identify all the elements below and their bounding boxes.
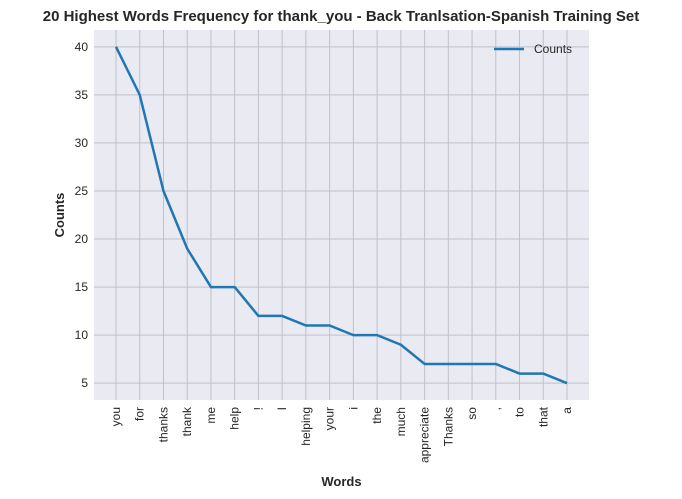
x-tick-label: so — [465, 407, 479, 420]
x-tick-label: that — [536, 406, 550, 427]
x-tick-label: appreciate — [418, 407, 432, 463]
legend-label: Counts — [534, 42, 572, 56]
y-tick-label: 20 — [75, 232, 89, 246]
y-tick-label: 35 — [75, 88, 89, 102]
x-tick-label: , — [489, 407, 503, 410]
y-tick-label: 15 — [75, 280, 89, 294]
x-tick-label: me — [204, 407, 218, 424]
x-tick-label: ! — [251, 407, 265, 410]
x-tick-label: much — [394, 407, 408, 436]
series-group — [114, 46, 568, 385]
chart-title: 20 Highest Words Frequency for thank_you… — [43, 8, 640, 25]
x-tick-label: i — [346, 407, 360, 410]
x-tick-label: a — [560, 407, 574, 414]
x-tick-label: for — [133, 407, 147, 421]
x-tick-label: thanks — [156, 407, 170, 442]
x-tick-label: the — [370, 407, 384, 424]
y-tick-label: 25 — [75, 184, 89, 198]
y-axis-label: Counts — [52, 193, 67, 238]
x-tick-label: Thanks — [441, 407, 455, 446]
legend: Counts — [494, 42, 572, 56]
y-tick-labels: 5 10 15 20 25 30 35 40 — [75, 40, 89, 390]
x-tick-label: helping — [299, 407, 313, 446]
x-tick-label: help — [228, 407, 242, 430]
x-tick-label: to — [513, 407, 527, 417]
x-tick-label: I — [275, 407, 289, 410]
y-tick-label: 40 — [75, 40, 89, 54]
x-tick-label: thank — [180, 406, 194, 436]
series-line — [114, 46, 568, 385]
grid-lines — [94, 30, 589, 400]
x-tick-label: your — [323, 407, 337, 430]
y-tick-label: 10 — [75, 328, 89, 342]
x-tick-label: you — [109, 407, 123, 426]
x-axis-label: Words — [321, 474, 361, 489]
y-tick-label: 30 — [75, 136, 89, 150]
plot-area — [94, 30, 589, 400]
y-tick-label: 5 — [81, 376, 88, 390]
